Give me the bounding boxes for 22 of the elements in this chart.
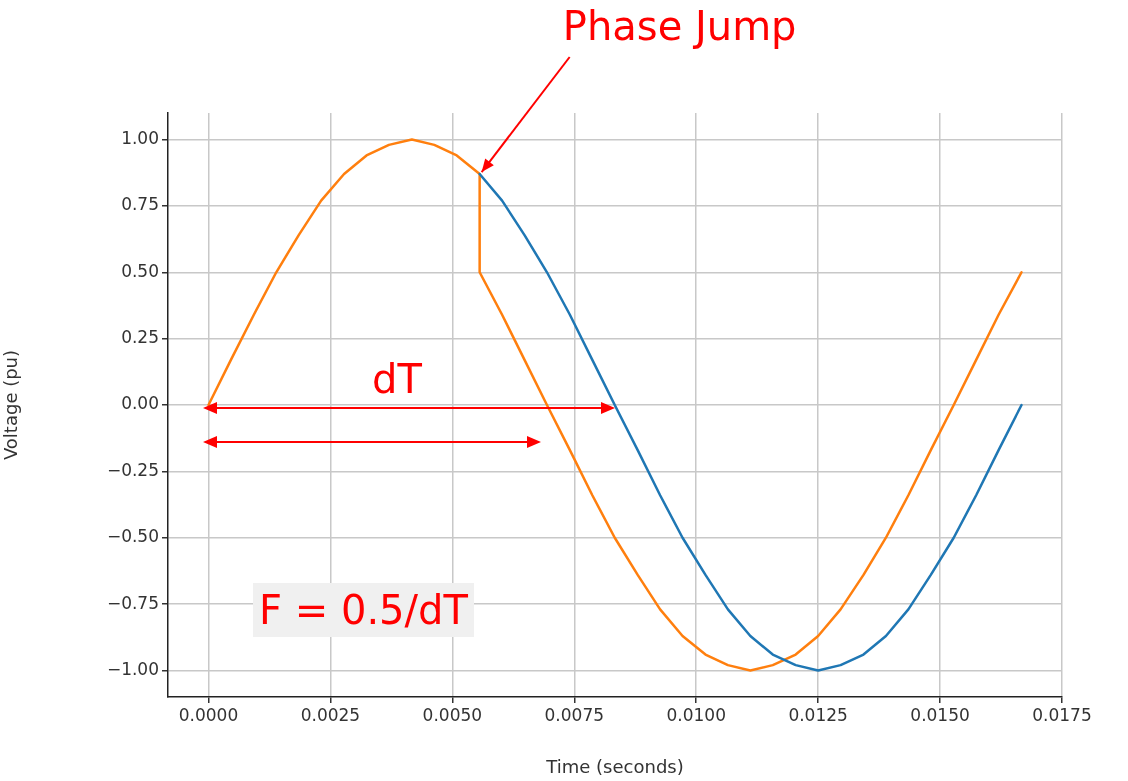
x-tick-label: 0.0150 xyxy=(910,704,970,725)
x-tick-label: 0.0075 xyxy=(544,704,605,725)
y-tick-label: 1.00 xyxy=(121,127,159,148)
y-tick-label: 0.00 xyxy=(121,393,159,414)
annotation: F = 0.5/dT xyxy=(253,583,474,637)
annotation: Phase Jump xyxy=(562,3,797,50)
x-tick-label: 0.0100 xyxy=(666,704,726,725)
x-tick-label: 0.0000 xyxy=(178,704,239,725)
y-tick-label: −0.75 xyxy=(106,592,159,613)
y-tick-label: −1.00 xyxy=(106,658,159,679)
y-tick-label: −0.50 xyxy=(106,526,159,547)
y-tick-label: 0.25 xyxy=(121,327,159,348)
x-axis-title: Time (seconds) xyxy=(545,755,684,777)
y-tick-label: 0.50 xyxy=(121,260,159,281)
y-tick-label: −0.25 xyxy=(106,459,159,480)
y-tick-label: 0.75 xyxy=(121,194,159,215)
x-tick-label: 0.0025 xyxy=(300,704,361,725)
y-axis-title: Voltage (pu) xyxy=(0,349,22,461)
annotation: dT xyxy=(372,356,422,402)
x-tick-label: 0.0175 xyxy=(1032,704,1092,725)
x-tick-label: 0.0050 xyxy=(422,704,483,725)
x-tick-label: 0.0125 xyxy=(788,704,848,725)
